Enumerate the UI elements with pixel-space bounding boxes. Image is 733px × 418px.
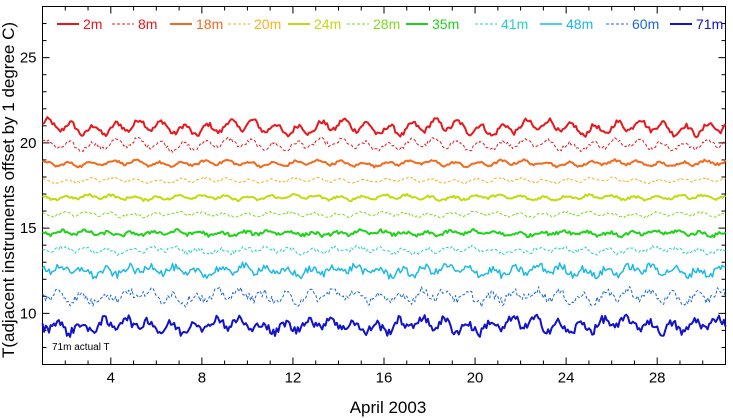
legend-label-24m: 24m (314, 16, 341, 32)
series-line-35m (41, 228, 727, 239)
legend-label-35m: 35m (432, 16, 459, 32)
y-tick-label: 25 (20, 50, 37, 67)
y-axis-title: T(adjacent instruments offset by 1 degre… (0, 22, 18, 358)
series-line-41m (42, 244, 726, 257)
y-tick-label: 20 (20, 135, 37, 152)
x-tick-label: 12 (285, 370, 302, 387)
legend-label-48m: 48m (566, 16, 593, 32)
legend-label-8m: 8m (138, 16, 157, 32)
series-line-8m (42, 136, 726, 153)
legend-label-60m: 60m (632, 16, 659, 32)
ticks: 4 8 12 16 20 24 28 10 15 20 25 (20, 6, 726, 387)
plot-frame (42, 6, 726, 365)
series-line-71m (41, 313, 727, 338)
series-line-48m (41, 261, 726, 280)
x-axis-title: April 2003 (350, 398, 427, 417)
series-line-18m (41, 158, 727, 169)
x-tick-label: 4 (107, 370, 115, 387)
series-line-20m (42, 176, 726, 185)
series-line-60m (42, 286, 726, 308)
x-tick-label: 16 (376, 370, 393, 387)
annotation-71m: 71m actual T (52, 342, 110, 353)
legend-label-71m: 71m (696, 16, 723, 32)
legend-label-28m: 28m (373, 16, 400, 32)
series-line-24m (42, 192, 726, 203)
legend: 2m 8m 18m 20m 24m 28m 35m 41m 48m 60m 71m (57, 16, 723, 32)
x-tick-label: 28 (649, 370, 666, 387)
y-tick-label: 15 (20, 220, 37, 237)
legend-label-41m: 41m (501, 16, 528, 32)
x-tick-label: 8 (198, 370, 206, 387)
x-tick-label: 20 (467, 370, 484, 387)
series-group (41, 116, 727, 338)
y-tick-label: 10 (20, 305, 37, 322)
x-tick-label: 24 (558, 370, 575, 387)
series-line-28m (42, 210, 726, 219)
legend-label-20m: 20m (254, 16, 281, 32)
legend-label-18m: 18m (196, 16, 223, 32)
series-line-2m (42, 116, 727, 139)
legend-label-2m: 2m (83, 16, 102, 32)
